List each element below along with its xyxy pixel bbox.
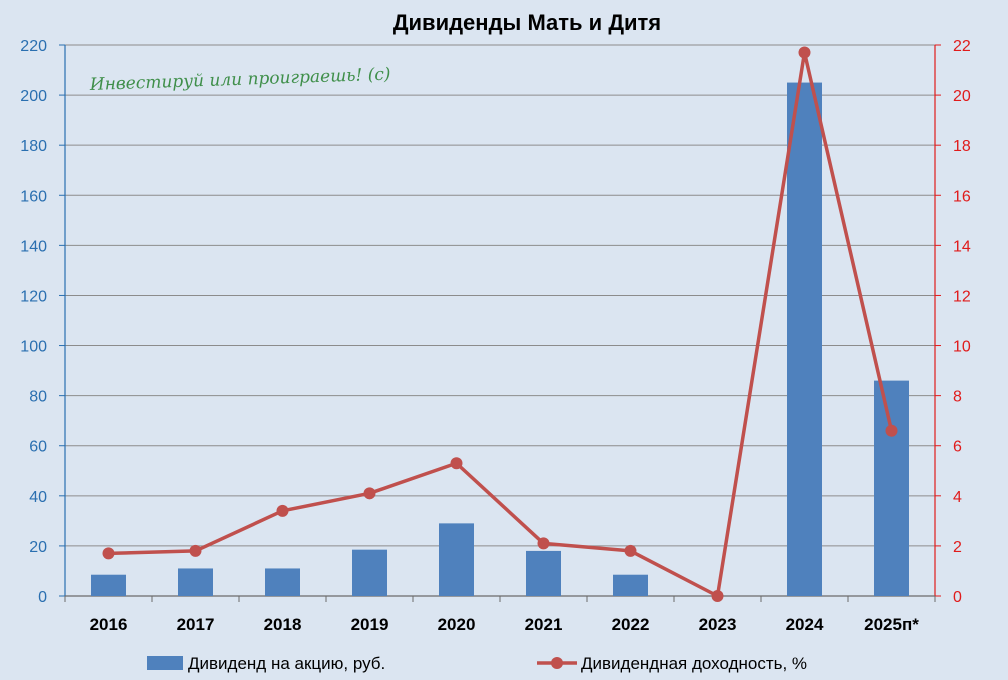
legend-bar-swatch bbox=[147, 656, 183, 670]
x-tick-label: 2023 bbox=[699, 615, 737, 634]
y-right-tick-label: 14 bbox=[953, 238, 971, 255]
x-tick-label: 2018 bbox=[264, 615, 302, 634]
bar-2021 bbox=[526, 550, 561, 596]
x-tick-label: 2024 bbox=[786, 615, 824, 634]
bar-2024 bbox=[787, 82, 822, 597]
y-right-tick-label: 0 bbox=[953, 589, 962, 606]
y-left-tick-label: 120 bbox=[20, 288, 47, 305]
legend-bar-label: Дивиденд на акцию, руб. bbox=[188, 654, 385, 673]
x-tick-label: 2022 bbox=[612, 615, 650, 634]
yield-point-2023 bbox=[711, 590, 724, 602]
tick-labels: 0 20 40 60 80 100 120 140 160 180 200 220 0 2 4 6 8 10 12 1… bbox=[20, 38, 971, 634]
x-tick-label: 2020 bbox=[438, 615, 476, 634]
yield-point-2021 bbox=[537, 537, 550, 550]
y-left-tick-label: 80 bbox=[29, 389, 47, 406]
yield-point-2016 bbox=[102, 547, 115, 560]
y-right-tick-label: 18 bbox=[953, 138, 971, 155]
legend-line-label: Дивидендная доходность, % bbox=[581, 654, 807, 673]
yield-point-2017 bbox=[189, 544, 202, 557]
bar-2019 bbox=[352, 549, 387, 596]
y-right-tick-label: 20 bbox=[953, 88, 971, 105]
y-left-tick-label: 140 bbox=[20, 238, 47, 255]
x-tick-label: 2019 bbox=[351, 615, 389, 634]
y-right-tick-label: 4 bbox=[953, 489, 962, 506]
bar-2025п* bbox=[874, 380, 909, 596]
y-left-tick-label: 200 bbox=[20, 88, 47, 105]
bar-2018 bbox=[265, 568, 300, 596]
bar-2017 bbox=[178, 568, 213, 596]
y-left-tick-label: 20 bbox=[29, 539, 47, 556]
x-tick-label: 2017 bbox=[177, 615, 215, 634]
yield-point-2025п* bbox=[885, 424, 898, 437]
yield-point-2020 bbox=[450, 457, 463, 470]
x-tick-label: 2021 bbox=[525, 615, 563, 634]
chart-title: Дивиденды Мать и Дитя bbox=[393, 10, 661, 35]
yield-point-2024 bbox=[798, 46, 811, 59]
y-left-tick-label: 160 bbox=[20, 188, 47, 205]
bar-2016 bbox=[91, 574, 126, 596]
y-left-tick-label: 100 bbox=[20, 339, 47, 356]
y-left-tick-label: 220 bbox=[20, 38, 47, 55]
y-right-tick-label: 6 bbox=[953, 439, 962, 456]
y-left-tick-label: 40 bbox=[29, 489, 47, 506]
y-right-tick-label: 2 bbox=[953, 539, 962, 556]
x-tick-label: 2016 bbox=[90, 615, 128, 634]
line-series bbox=[102, 46, 898, 602]
yield-point-2022 bbox=[624, 544, 637, 557]
x-tick-label: 2025п* bbox=[864, 615, 919, 634]
bar-series bbox=[91, 82, 909, 597]
yield-point-2019 bbox=[363, 487, 376, 500]
bar-2020 bbox=[439, 523, 474, 596]
y-right-tick-label: 22 bbox=[953, 38, 971, 55]
y-right-tick-label: 8 bbox=[953, 389, 962, 406]
yield-point-2018 bbox=[276, 504, 289, 517]
bar-2022 bbox=[613, 574, 648, 596]
y-left-tick-label: 60 bbox=[29, 439, 47, 456]
legend: Дивиденд на акцию, руб. Дивидендная дохо… bbox=[147, 654, 807, 673]
y-right-tick-label: 12 bbox=[953, 288, 971, 305]
legend-line-marker bbox=[551, 657, 563, 669]
yield-line bbox=[108, 50, 894, 598]
y-right-tick-label: 16 bbox=[953, 188, 971, 205]
y-left-tick-label: 180 bbox=[20, 138, 47, 155]
y-left-tick-label: 0 bbox=[38, 589, 47, 606]
y-right-tick-label: 10 bbox=[953, 339, 971, 356]
